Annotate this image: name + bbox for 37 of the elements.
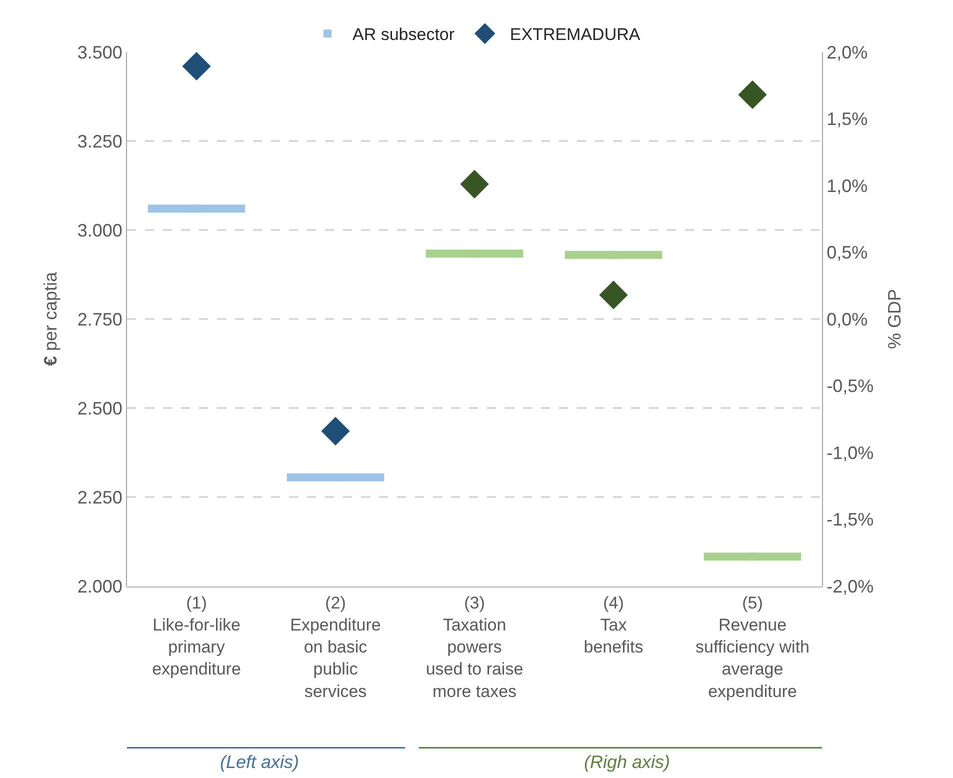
y2-tick-label: 0,0% [826,309,868,330]
x-tick-label: (4) Tax benefits [584,593,644,657]
y-tick-label: 3.500 [77,42,122,62]
x-tick-label: (3) Taxation powers used to raise more taxes [426,593,524,701]
y2-axis-title: % GDP [884,288,905,350]
point [182,52,211,81]
point [599,280,628,310]
x-tick-label: (5) Revenue sufficiency with average expenditure [695,593,810,701]
text: (Righ axis) [584,752,670,772]
y2-tick-label: -1,0% [826,442,874,463]
legend-label: AR subsector [352,25,455,44]
y-tick-label: 2.750 [77,309,122,330]
y-tick-label: 3.000 [77,220,122,240]
point [748,552,756,561]
y-tick-label: 2.000 [77,576,122,596]
y2-tick-label: -2,0% [826,576,874,596]
point [470,250,478,258]
y2-tick-label: 1,0% [826,176,868,196]
y-tick-label: 2.250 [77,487,122,508]
point [332,473,340,482]
y2-tick-label: 1,5% [826,109,868,130]
point [460,170,489,198]
point [610,250,618,259]
text: (Left axis) [220,752,300,772]
y2-tick-label: -1,5% [826,510,874,530]
y2-tick-label: -0,5% [826,376,874,396]
point [321,416,350,446]
legend-label: EXTREMADURA [510,25,641,44]
x-tick-label: (2) Expenditure on basic public services [290,593,381,701]
y-tick-label: 3.250 [77,131,122,152]
y2-tick-label: 2,0% [826,42,868,62]
x-tick-label: (1) Like-for-like primary expenditure [152,593,241,679]
y-axis-title: € per captia [40,270,61,366]
point [192,204,200,213]
point [738,80,767,110]
y2-tick-label: 0,5% [826,242,868,263]
y-tick-label: 2.500 [77,398,122,418]
